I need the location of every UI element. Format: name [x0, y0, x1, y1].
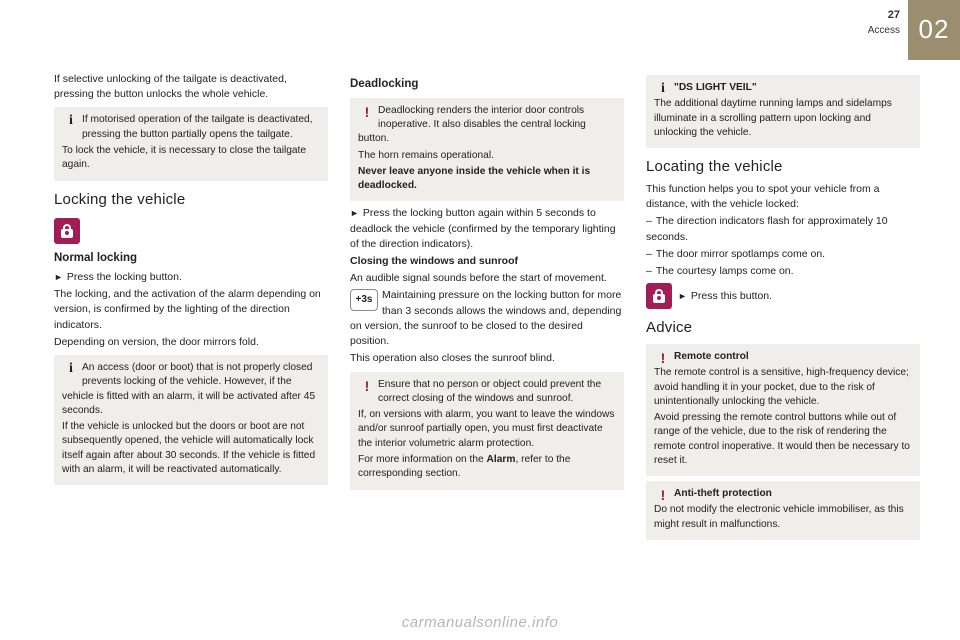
info-icon: i: [62, 362, 80, 376]
warn-deadlock-c: Never leave anyone inside the vehicle wh…: [358, 165, 616, 194]
step-press-lock: ►Press the locking button.: [54, 270, 328, 285]
column-1: If selective unlocking of the tailgate i…: [54, 70, 328, 614]
locate-li2: –The door mirror spotlamps come on.: [646, 247, 920, 262]
ds-body: The additional daytime running lamps and…: [654, 97, 912, 140]
warn-close-c: For more information on the Alarm, refer…: [358, 453, 616, 482]
warn-box-remote: ! Remote control The remote control is a…: [646, 344, 920, 476]
audible-signal-text: An audible signal sounds before the star…: [350, 271, 624, 286]
watermark: carmanualsonline.info: [0, 612, 960, 634]
remote-b: Avoid pressing the remote control button…: [654, 411, 912, 468]
info-text: If motorised operation of the tailgate i…: [82, 114, 313, 139]
column-3: i "DS LIGHT VEIL" The additional daytime…: [646, 70, 920, 614]
press-button-row: ►Press this button.: [646, 283, 920, 309]
heading-deadlocking: Deadlocking: [350, 76, 624, 93]
locate-li3: –The courtesy lamps come on.: [646, 264, 920, 279]
warning-icon: !: [654, 351, 672, 365]
heading-advice: Advice: [646, 317, 920, 339]
heading-normal-locking: Normal locking: [54, 250, 328, 267]
warn-deadlock-a: Deadlocking renders the interior door co…: [358, 105, 586, 145]
heading-closing-windows: Closing the windows and sunroof: [350, 254, 624, 269]
lock-icon: [54, 218, 80, 244]
antitheft-body: Do not modify the electronic vehicle imm…: [654, 503, 912, 532]
warn-deadlock-b: The horn remains operational.: [358, 149, 616, 163]
press-3s-block: +3s Maintaining pressure on the locking …: [350, 288, 624, 349]
content-columns: If selective unlocking of the tailgate i…: [54, 70, 920, 614]
locate-intro: This function helps you to spot your veh…: [646, 182, 920, 212]
step-deadlock: ►Press the locking button again within 5…: [350, 206, 624, 252]
ds-title: "DS LIGHT VEIL": [674, 82, 757, 93]
plus-3s-icon: +3s: [350, 289, 378, 311]
page-number: 27: [868, 8, 900, 24]
section-name: Access: [868, 24, 900, 39]
warning-icon: !: [654, 488, 672, 502]
locate-li1: –The direction indicators flash for appr…: [646, 214, 920, 244]
warn-box-antitheft: ! Anti-theft protection Do not modify th…: [646, 481, 920, 540]
heading-locating: Locating the vehicle: [646, 156, 920, 178]
remote-title: Remote control: [674, 351, 749, 362]
info-access-b: If the vehicle is unlocked but the doors…: [62, 420, 320, 477]
info-box-ds-light: i "DS LIGHT VEIL" The additional daytime…: [646, 75, 920, 148]
column-2: Deadlocking ! Deadlocking renders the in…: [350, 70, 624, 614]
warn-box-deadlock: ! Deadlocking renders the interior door …: [350, 98, 624, 202]
warning-icon: !: [358, 379, 376, 393]
press-button-text: ►Press this button.: [678, 289, 772, 304]
intro-text: If selective unlocking of the tailgate i…: [54, 72, 328, 102]
lock-icon: [646, 283, 672, 309]
chapter-tab: 02: [908, 0, 960, 60]
info-box-access: i An access (door or boot) that is not p…: [54, 355, 328, 485]
warn-close-b: If, on versions with alarm, you want to …: [358, 408, 616, 451]
locking-confirm-text: The locking, and the activation of the a…: [54, 287, 328, 333]
info-icon: i: [654, 82, 672, 96]
warn-close-a: Ensure that no person or object could pr…: [378, 379, 601, 404]
info-access-a: An access (door or boot) that is not pro…: [62, 362, 315, 416]
heading-locking: Locking the vehicle: [54, 189, 328, 211]
info-text-2: To lock the vehicle, it is necessary to …: [62, 144, 320, 173]
sunroof-blind-text: This operation also closes the sunroof b…: [350, 351, 624, 366]
remote-a: The remote control is a sensitive, high-…: [654, 366, 912, 409]
mirrors-fold-text: Depending on version, the door mirrors f…: [54, 335, 328, 350]
warning-icon: !: [358, 105, 376, 119]
warn-box-closing: ! Ensure that no person or object could …: [350, 372, 624, 490]
info-box-tailgate: i If motorised operation of the tailgate…: [54, 107, 328, 180]
info-icon: i: [62, 114, 80, 128]
antitheft-title: Anti-theft protection: [674, 488, 772, 499]
page-meta: 27 Access: [868, 8, 900, 38]
press-3s-text: Maintaining pressure on the locking butt…: [350, 289, 621, 347]
